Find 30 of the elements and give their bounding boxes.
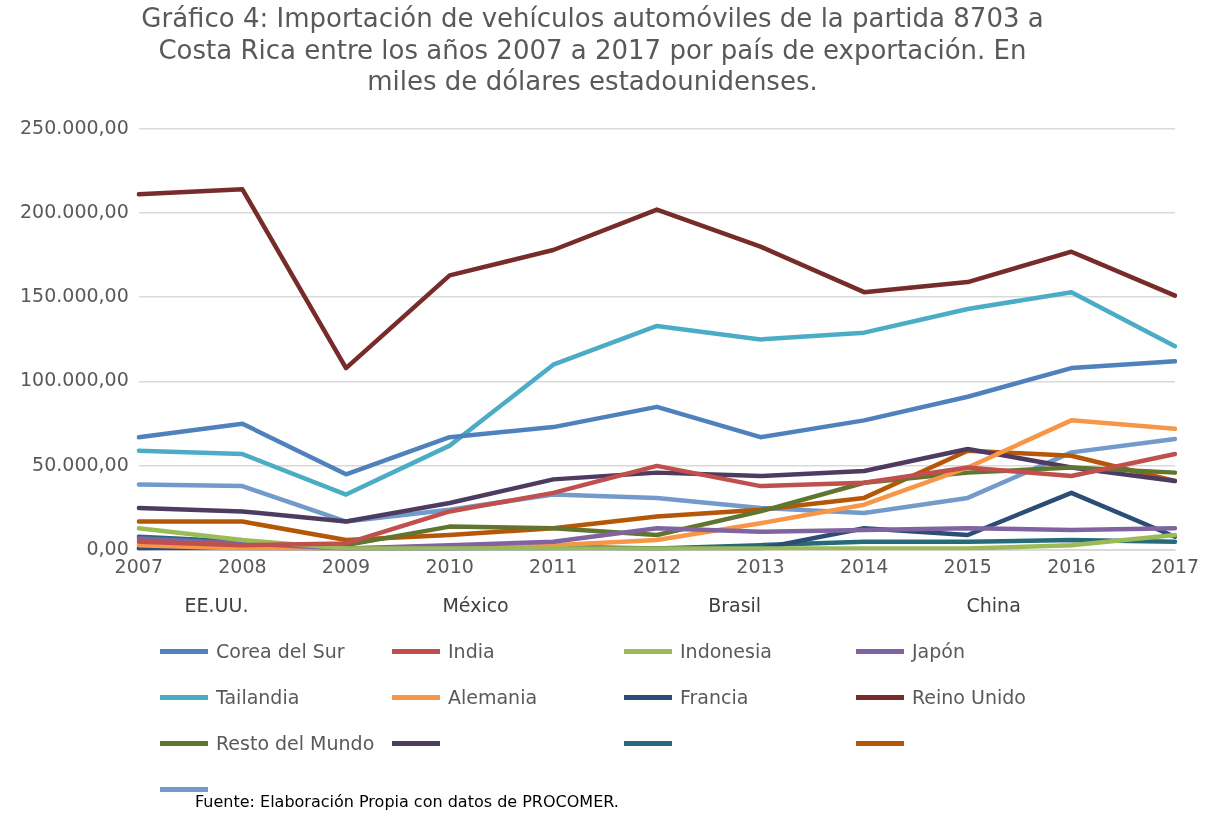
legend-label: Francia xyxy=(680,686,749,708)
source-note: Fuente: Elaboración Propia con datos de PROCOMER. xyxy=(195,792,619,811)
legend-label: Resto del Mundo xyxy=(216,732,375,754)
legend-label: Reino Unido xyxy=(912,686,1026,708)
chart-title: Gráfico 4: Importación de vehículos automóviles de la partida 8703 a Costa Rica entre los años 2007 a 2017 por país de exportación. En miles de dólares estadounidenses. xyxy=(141,3,1044,96)
x-tick-label: 2010 xyxy=(425,554,474,577)
text: México xyxy=(442,593,509,616)
x-tick-label: 2008 xyxy=(218,554,267,577)
x-tick-label: 2013 xyxy=(736,554,785,577)
x-tick-label: 2009 xyxy=(321,554,371,577)
y-tick-label: 250.000,00 xyxy=(19,115,129,138)
legend-label: Corea del Sur xyxy=(216,640,345,662)
y-tick-label: 150.000,00 xyxy=(19,284,129,307)
x-tick-label: 2012 xyxy=(632,554,682,577)
legend-label: Tailandia xyxy=(216,686,300,708)
x-tick-label: 2011 xyxy=(529,554,578,577)
y-tick-label: 50.000,00 xyxy=(32,452,129,475)
y-tick-label: 100.000,00 xyxy=(19,368,129,391)
x-tick-label: 2017 xyxy=(1150,554,1200,577)
text: Brasil xyxy=(708,593,762,616)
x-tick-label: 2015 xyxy=(943,554,992,577)
legend-label: Alemania xyxy=(448,686,538,708)
legend-label: Indonesia xyxy=(680,640,772,662)
legend-label: Japón xyxy=(912,640,965,662)
legend-label: India xyxy=(448,640,495,662)
x-tick-label: 2016 xyxy=(1047,554,1096,577)
text: China xyxy=(966,593,1021,616)
y-tick-label: 200.000,00 xyxy=(19,199,129,222)
text: EE.UU. xyxy=(184,593,249,616)
x-tick-label: 2014 xyxy=(839,554,889,577)
